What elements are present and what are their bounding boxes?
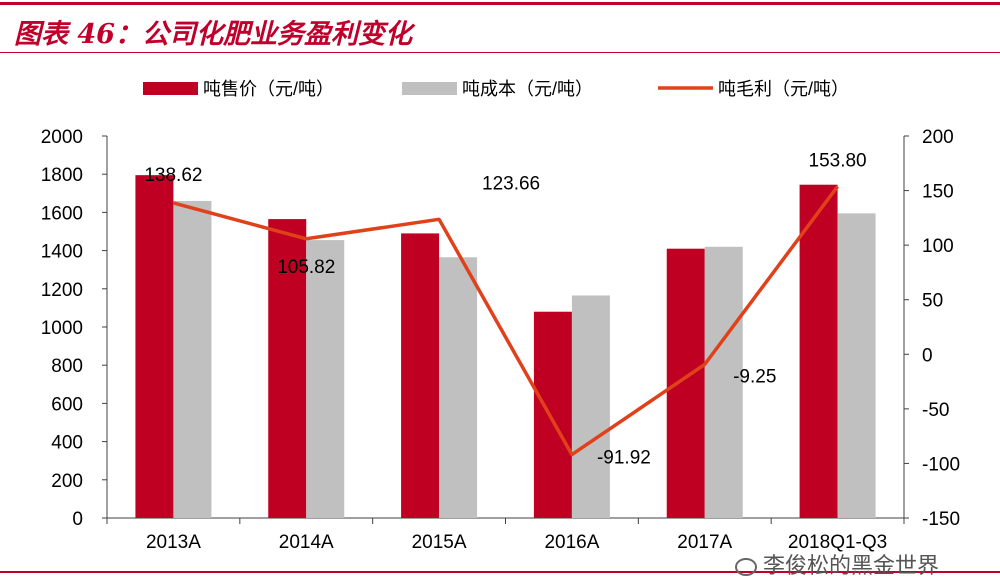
data-label: -91.92	[597, 448, 651, 469]
profit-line	[172, 185, 839, 457]
data-label: 138.62	[144, 165, 202, 186]
right-tick-label: 150	[922, 182, 954, 203]
page-title: 图表 46：公司化肥业务盈利变化	[14, 19, 412, 50]
bottom-accent-rule	[0, 571, 1000, 573]
bar-cost	[306, 240, 345, 518]
data-label: 153.80	[809, 150, 867, 171]
bar-cost	[571, 295, 610, 518]
bars	[135, 175, 876, 519]
bar-price	[135, 175, 174, 518]
right-tick-label: 200	[922, 127, 954, 148]
x-tick-label: 2015A	[412, 532, 467, 553]
wechat-icon	[735, 558, 757, 576]
x-tick-label: 2014A	[279, 532, 334, 553]
x-tick-label: 2017A	[677, 532, 732, 553]
profit-line-path	[172, 185, 839, 457]
left-tick-label: 1800	[41, 165, 83, 186]
bar-price	[533, 311, 572, 518]
right-tick-label: 100	[922, 236, 954, 257]
left-tick-label: 1200	[41, 280, 83, 301]
legend: 吨售价（元/吨） 吨成本（元/吨） 吨毛利（元/吨）	[143, 79, 849, 99]
x-tick-label: 2018Q1-Q3	[788, 532, 887, 553]
axes: 0200400600800100012001400160018002000-15…	[41, 127, 960, 553]
bar-price	[799, 184, 838, 518]
left-tick-label: 800	[51, 356, 83, 377]
data-label: 105.82	[277, 257, 335, 278]
right-tick-label: -150	[922, 509, 960, 530]
x-tick-label: 2016A	[544, 532, 599, 553]
legend-label: 吨成本（元/吨）	[462, 79, 593, 99]
left-tick-label: 1400	[41, 242, 83, 263]
legend-swatch-cost	[402, 82, 457, 95]
right-tick-label: -50	[922, 400, 949, 421]
data-label: 123.66	[482, 173, 540, 194]
bar-price	[401, 233, 440, 518]
left-tick-label: 400	[51, 433, 83, 454]
right-tick-label: 0	[922, 345, 933, 366]
bar-cost	[173, 200, 212, 518]
watermark-text: 李俊松的黑金世界	[763, 554, 940, 579]
right-tick-label: -100	[922, 454, 960, 475]
top-accent-rule	[0, 2, 1000, 5]
legend-label: 吨毛利（元/吨）	[718, 79, 849, 99]
bar-cost	[837, 213, 876, 519]
left-tick-label: 1600	[41, 203, 83, 224]
left-tick-label: 0	[72, 509, 83, 530]
title-divider	[0, 52, 1000, 53]
left-tick-label: 200	[51, 471, 83, 492]
left-tick-label: 600	[51, 394, 83, 415]
legend-label: 吨售价（元/吨）	[203, 79, 334, 99]
x-tick-label: 2013A	[146, 532, 201, 553]
left-tick-label: 1000	[41, 318, 83, 339]
data-labels: 138.62 105.82 123.66 -91.92 -9.25 153.80	[144, 150, 866, 468]
right-tick-label: 50	[922, 291, 943, 312]
left-tick-label: 2000	[41, 127, 83, 148]
bar-price	[268, 219, 307, 518]
data-label: -9.25	[733, 366, 776, 387]
legend-swatch-price	[143, 82, 198, 95]
bar-cost	[704, 246, 743, 518]
bar-cost	[439, 257, 478, 518]
watermark: 李俊松的黑金世界	[735, 548, 939, 580]
bar-price	[666, 248, 705, 518]
